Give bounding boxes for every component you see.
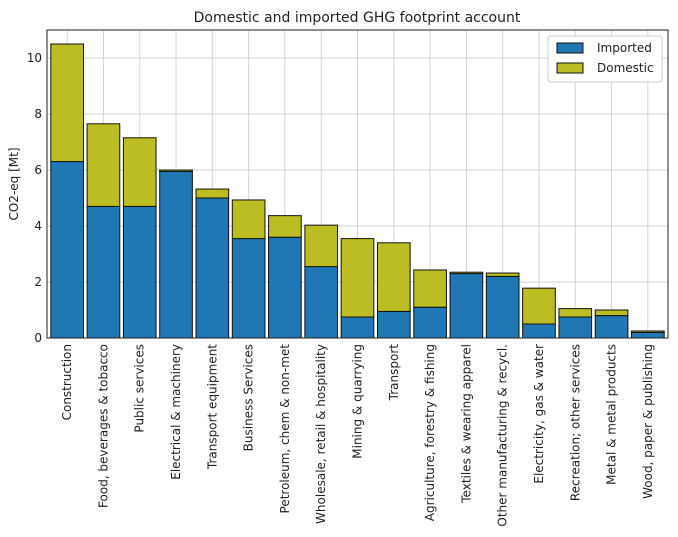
x-tick-label: Transport [387,344,401,402]
bar-imported [522,323,556,339]
x-ticks: Construction Food, beverages & tobacco Pub… [60,344,655,527]
x-tick-label: Transport equipment [205,344,219,470]
y-tick-label: 8 [34,107,42,121]
x-tick-label: Textiles & wearing apparel [459,344,473,504]
x-tick-label: Electricity, gas & water [532,344,546,484]
bar-imported [340,316,375,339]
legend-swatch-imported [556,42,584,54]
bar-domestic [195,188,230,199]
bar-imported [485,275,520,339]
bar-domestic [485,272,520,277]
x-tick-label: Wholesale, retail & hospitality [314,344,328,524]
y-tick-label: 0 [34,331,42,345]
legend-label-domestic: Domestic [597,61,654,75]
bar-domestic [594,309,629,317]
bar-imported [159,170,193,339]
x-tick-label: Electrical & machinery [169,344,183,480]
y-tick-label: 10 [27,51,42,65]
bars [50,43,665,339]
bar-domestic [631,330,665,333]
bar-domestic [86,123,121,207]
bar-domestic [268,215,302,238]
x-tick-label: Recreation; other services [568,344,582,501]
bar-imported [231,238,266,339]
x-tick-label: Public services [133,344,147,433]
bar-imported [122,205,157,339]
bar-imported [594,315,629,339]
bar-imported [449,273,484,339]
x-tick-label: Metal & metal products [605,344,619,485]
x-tick-label: Wood, paper & publishing [641,344,655,499]
chart-title: Domestic and imported GHG footprint acco… [194,10,521,26]
bar-domestic [50,43,84,163]
bar-domestic [231,199,266,240]
bar-domestic [558,308,593,318]
bar-imported [631,331,665,339]
legend-label-imported: Imported [597,41,652,55]
x-tick-label: Agriculture, forestry & fishing [423,344,437,521]
bar-domestic [340,238,375,318]
bar-domestic [449,271,484,275]
legend-swatch-domestic [556,62,584,74]
bar-imported [304,266,339,339]
x-tick-label: Petroleum, chem & non-met [278,344,292,514]
bar-domestic [122,137,157,207]
x-tick-label: Construction [60,344,74,420]
bar-imported [558,316,593,339]
y-tick-label: 6 [34,163,42,177]
x-tick-label: Mining & quarrying [351,344,365,459]
bar-imported [413,306,447,339]
bar-domestic [522,287,556,325]
bar-domestic [159,169,193,172]
y-tick-label: 2 [34,275,42,289]
bar-domestic [304,224,339,268]
x-tick-label: Business Services [242,344,256,451]
bar-imported [376,310,411,339]
y-ticks: 0 2 4 6 8 10 [27,51,42,345]
bar-imported [86,205,121,339]
x-tick-label: Food, beverages & tobacco [96,344,110,508]
legend: Imported Domestic [547,35,663,83]
bar-imported [268,236,302,339]
bar-imported [50,161,84,339]
y-axis-label: CO2-eq [Mt] [7,147,21,220]
bar-domestic [413,269,447,308]
x-tick-label: Other manufacturing & recycl. [496,344,510,527]
bar-imported [195,197,230,339]
y-tick-label: 4 [34,219,42,233]
bar-domestic [376,242,411,312]
plot-frame [46,29,669,339]
